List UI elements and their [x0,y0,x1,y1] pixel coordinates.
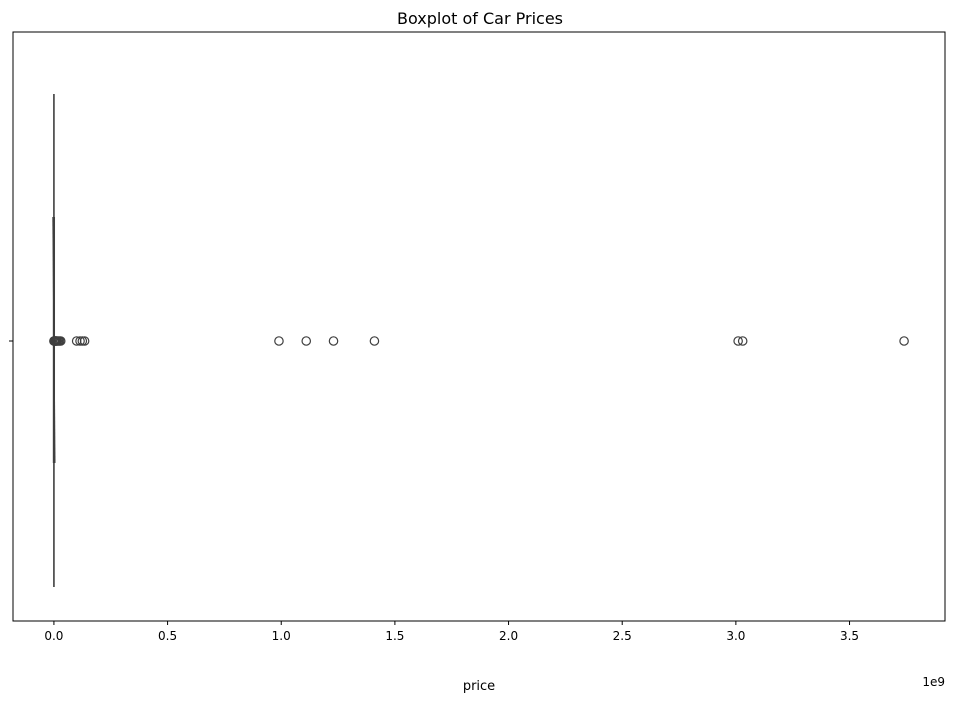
x-tick-label: 0.0 [44,629,63,643]
x-tick-label: 3.5 [840,629,859,643]
x-tick-label: 0.5 [158,629,177,643]
x-tick-label: 1.0 [272,629,291,643]
x-tick-label: 1.5 [385,629,404,643]
x-tick-label: 2.0 [499,629,518,643]
x-tick-label: 3.0 [726,629,745,643]
x-axis-label: price [463,679,495,694]
plot-frame [12,31,946,622]
x-axis-ticks: 0.0 0.5 1.0 1.5 2.0 2.5 3.0 3.5 [44,621,859,643]
x-offset-label: 1e9 [922,675,945,689]
outlier-point [274,336,284,346]
outlier-point [301,336,312,346]
outlier-point [737,336,748,346]
outlier-point [328,336,339,346]
outlier-point [733,336,743,346]
chart-title: Boxplot of Car Prices [397,9,563,28]
outlier-points [49,336,909,346]
outlier-point [55,336,66,346]
outlier-point [369,336,380,346]
outlier-point [79,336,90,346]
outlier-point [899,336,909,346]
x-tick-label: 2.5 [613,629,632,643]
